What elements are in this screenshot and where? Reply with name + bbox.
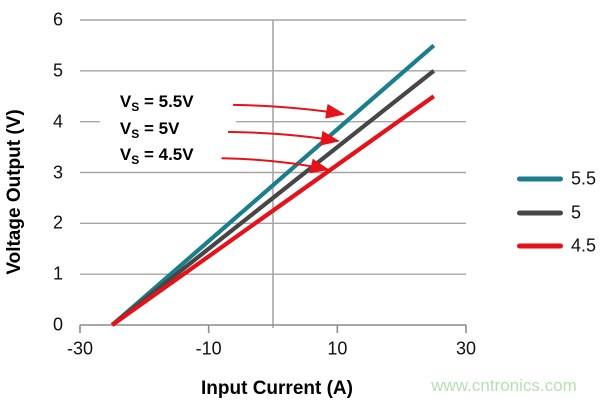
annotation-arrow xyxy=(233,103,346,119)
annotation-arrow xyxy=(221,157,330,174)
data-series-lines xyxy=(110,43,436,327)
annotation-arrows xyxy=(221,103,346,174)
series-line-4.5 xyxy=(110,94,436,327)
series-line-5 xyxy=(110,69,436,327)
x-axis-line xyxy=(79,324,467,333)
annotation-background xyxy=(100,88,236,170)
annotation-mask xyxy=(100,88,236,170)
series-line-5.5 xyxy=(110,43,436,327)
annotation-arrow xyxy=(227,130,340,146)
